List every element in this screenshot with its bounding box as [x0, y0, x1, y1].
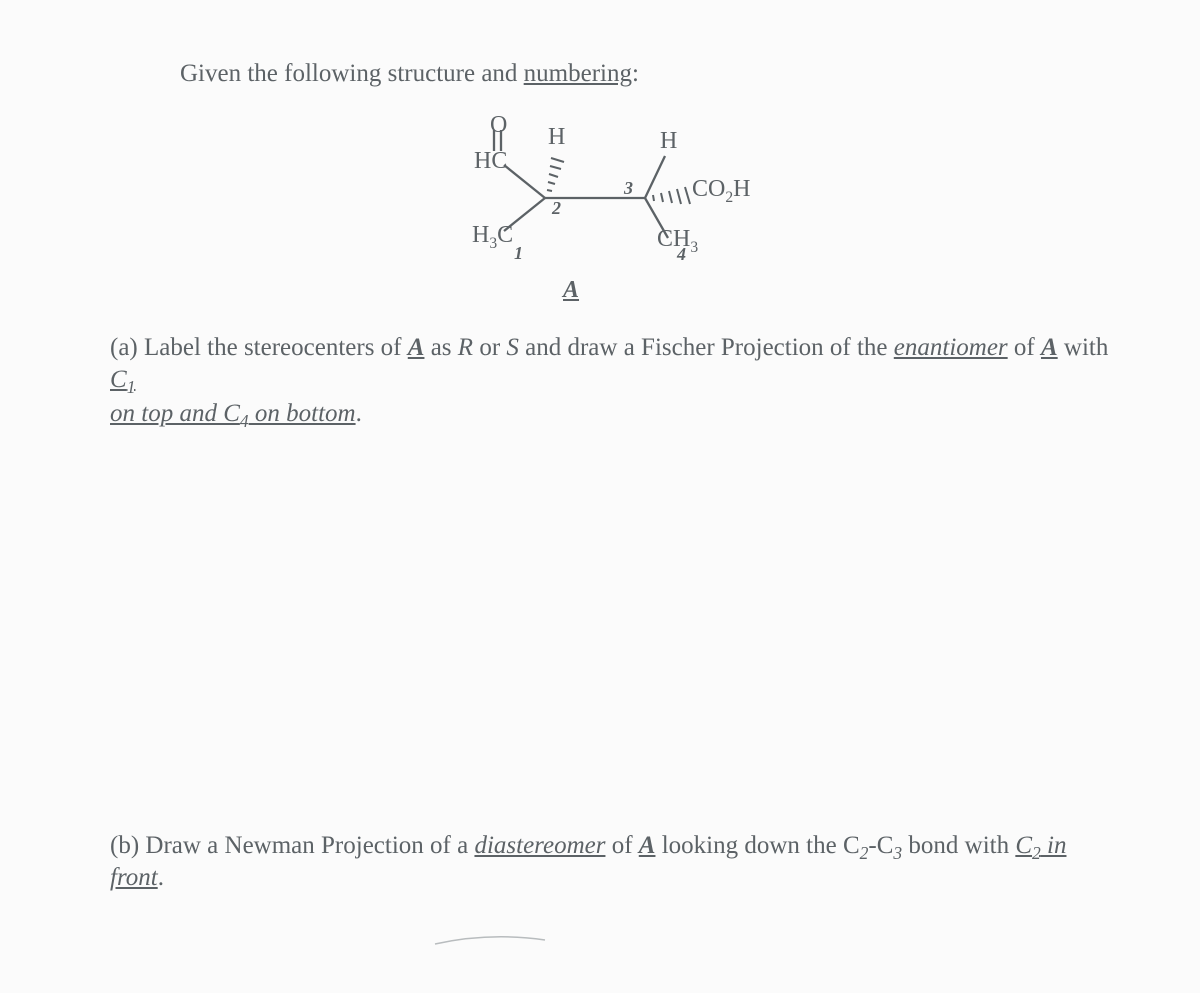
label-H3C: H3C — [472, 222, 513, 253]
num-1: 1 — [514, 243, 523, 264]
qa-C4-sub: 4 — [240, 411, 249, 431]
qa-R: R — [458, 334, 473, 361]
qa-or: or — [473, 334, 506, 361]
label-H-c2: H — [548, 124, 565, 151]
qb-A: A — [639, 832, 656, 859]
qa-mid4: with — [1058, 334, 1109, 361]
num-3: 3 — [624, 178, 633, 199]
qa-mid2: and draw a Fischer Projection of the — [519, 334, 894, 361]
page: Given the following structure and number… — [0, 0, 1200, 993]
qa-mid1: as — [424, 334, 457, 361]
num-4: 4 — [677, 244, 686, 265]
intro-underlined: numbering — [524, 60, 632, 87]
label-HC: HC — [474, 148, 507, 175]
qb-period: . — [158, 864, 164, 891]
qb-C2-letter: C — [1015, 832, 1032, 859]
qb-sub3: 3 — [893, 843, 902, 863]
question-a: (a) Label the stereocenters of A as R or… — [110, 332, 1110, 433]
label-O: O — [490, 112, 507, 139]
question-b: (b) Draw a Newman Projection of a diaste… — [110, 832, 1110, 892]
molecule-caption: A — [563, 277, 579, 304]
molecule-structure: O HC H H3C H CO2H CH3 1 2 3 4 — [460, 118, 780, 303]
qa-A2: A — [1041, 334, 1058, 361]
qa-line2b: on bottom — [249, 400, 356, 427]
qa-mid3: of — [1008, 334, 1041, 361]
qa-lead: (a) Label the stereocenters of — [110, 334, 408, 361]
qa-enant: enantiomer — [894, 334, 1008, 361]
qb-mid1: of — [605, 832, 638, 859]
qa-period: . — [356, 400, 362, 427]
qa-C1: C1 — [110, 366, 135, 393]
scan-artifact — [430, 930, 550, 950]
qa-C1-sub: 1 — [127, 377, 136, 397]
qb-lead: (b) Draw a Newman Projection of a — [110, 832, 474, 859]
num-2: 2 — [552, 198, 561, 219]
qa-line2a: on top and C — [110, 400, 240, 427]
intro-suffix: : — [632, 60, 639, 87]
qb-mid2: looking down the C — [655, 832, 859, 859]
qa-C1-letter: C — [110, 366, 127, 393]
qb-dia: diastereomer — [474, 832, 605, 859]
qa-A: A — [408, 334, 425, 361]
label-CO2H: CO2H — [692, 176, 750, 207]
qa-line2: on top and C4 on bottom — [110, 400, 356, 427]
intro-line: Given the following structure and number… — [180, 60, 639, 88]
qb-dashC: -C — [868, 832, 893, 859]
label-H-c3: H — [660, 128, 677, 155]
qa-S: S — [506, 334, 519, 361]
intro-prefix: Given the following structure and — [180, 60, 524, 87]
qb-mid3: bond with — [902, 832, 1015, 859]
qb-C2-sub: 2 — [1032, 843, 1041, 863]
